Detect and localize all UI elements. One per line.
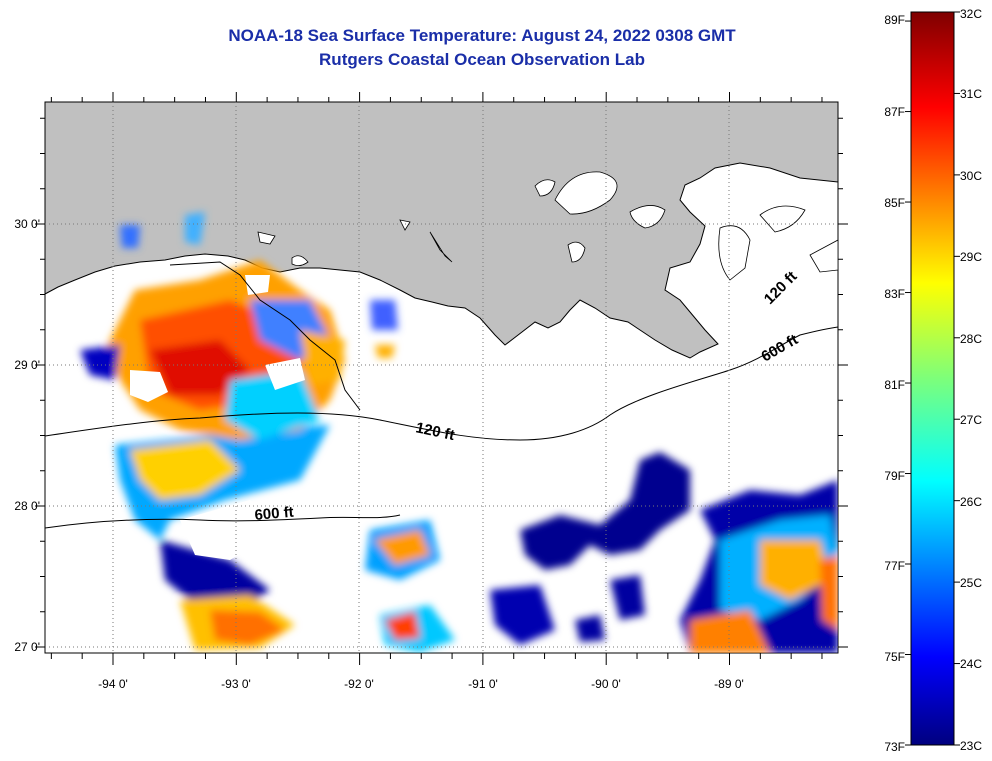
c-label-30: 30C xyxy=(960,169,982,183)
lon-label-1: -94 0' xyxy=(98,677,128,691)
c-label-25: 25C xyxy=(960,576,982,590)
c-label-24: 24C xyxy=(960,657,982,671)
lon-label-5: -90 0' xyxy=(591,677,621,691)
f-label-81: 81F xyxy=(884,378,905,392)
c-label-28: 28C xyxy=(960,332,982,346)
frame-ticks xyxy=(35,92,848,665)
lon-label-4: -91 0' xyxy=(468,677,498,691)
c-label-32: 32C xyxy=(960,7,982,21)
f-label-89: 89F xyxy=(884,13,905,27)
map-subtitle: Rutgers Coastal Ocean Observation Lab xyxy=(319,50,645,69)
c-label-27: 27C xyxy=(960,413,982,427)
contour-label-600ft-west: 600 ft xyxy=(254,504,295,524)
land-area xyxy=(45,102,838,359)
lat-label-1: 30 0' xyxy=(14,217,40,231)
c-label-23: 23C xyxy=(960,739,982,753)
f-label-83: 83F xyxy=(884,287,905,301)
f-label-75: 75F xyxy=(884,650,905,664)
depth-contours xyxy=(45,261,838,529)
graticule xyxy=(45,102,838,653)
f-label-77: 77F xyxy=(884,559,905,573)
lon-label-3: -92 0' xyxy=(344,677,374,691)
c-label-29: 29C xyxy=(960,250,982,264)
f-label-79: 79F xyxy=(884,469,905,483)
lat-label-2: 29 0' xyxy=(14,358,40,372)
f-label-73: 73F xyxy=(884,740,905,754)
lon-label-6: -89 0' xyxy=(714,677,744,691)
longitude-labels: -94 0' -93 0' -92 0' -91 0' -90 0' -89 0… xyxy=(98,677,744,691)
colorbar-ticks xyxy=(905,11,960,746)
c-label-31: 31C xyxy=(960,87,982,101)
c-label-26: 26C xyxy=(960,495,982,509)
f-label-85: 85F xyxy=(884,196,905,210)
colorbar-celsius-labels: 32C 31C 30C 29C 28C 27C 26C 25C 24C 23C xyxy=(960,7,982,753)
lat-label-3: 28 0' xyxy=(14,499,40,513)
sst-data xyxy=(80,212,838,653)
map-title: NOAA-18 Sea Surface Temperature: August … xyxy=(228,26,736,45)
colorbar xyxy=(910,11,955,746)
lon-label-2: -93 0' xyxy=(221,677,251,691)
latitude-labels: 30 0' 29 0' 28 0' 27 0' xyxy=(14,217,40,654)
colorbar-fahrenheit-labels: 89F 87F 85F 83F 81F 79F 77F 75F 73F xyxy=(884,13,905,754)
lat-label-4: 27 0' xyxy=(14,640,40,654)
f-label-87: 87F xyxy=(884,105,905,119)
